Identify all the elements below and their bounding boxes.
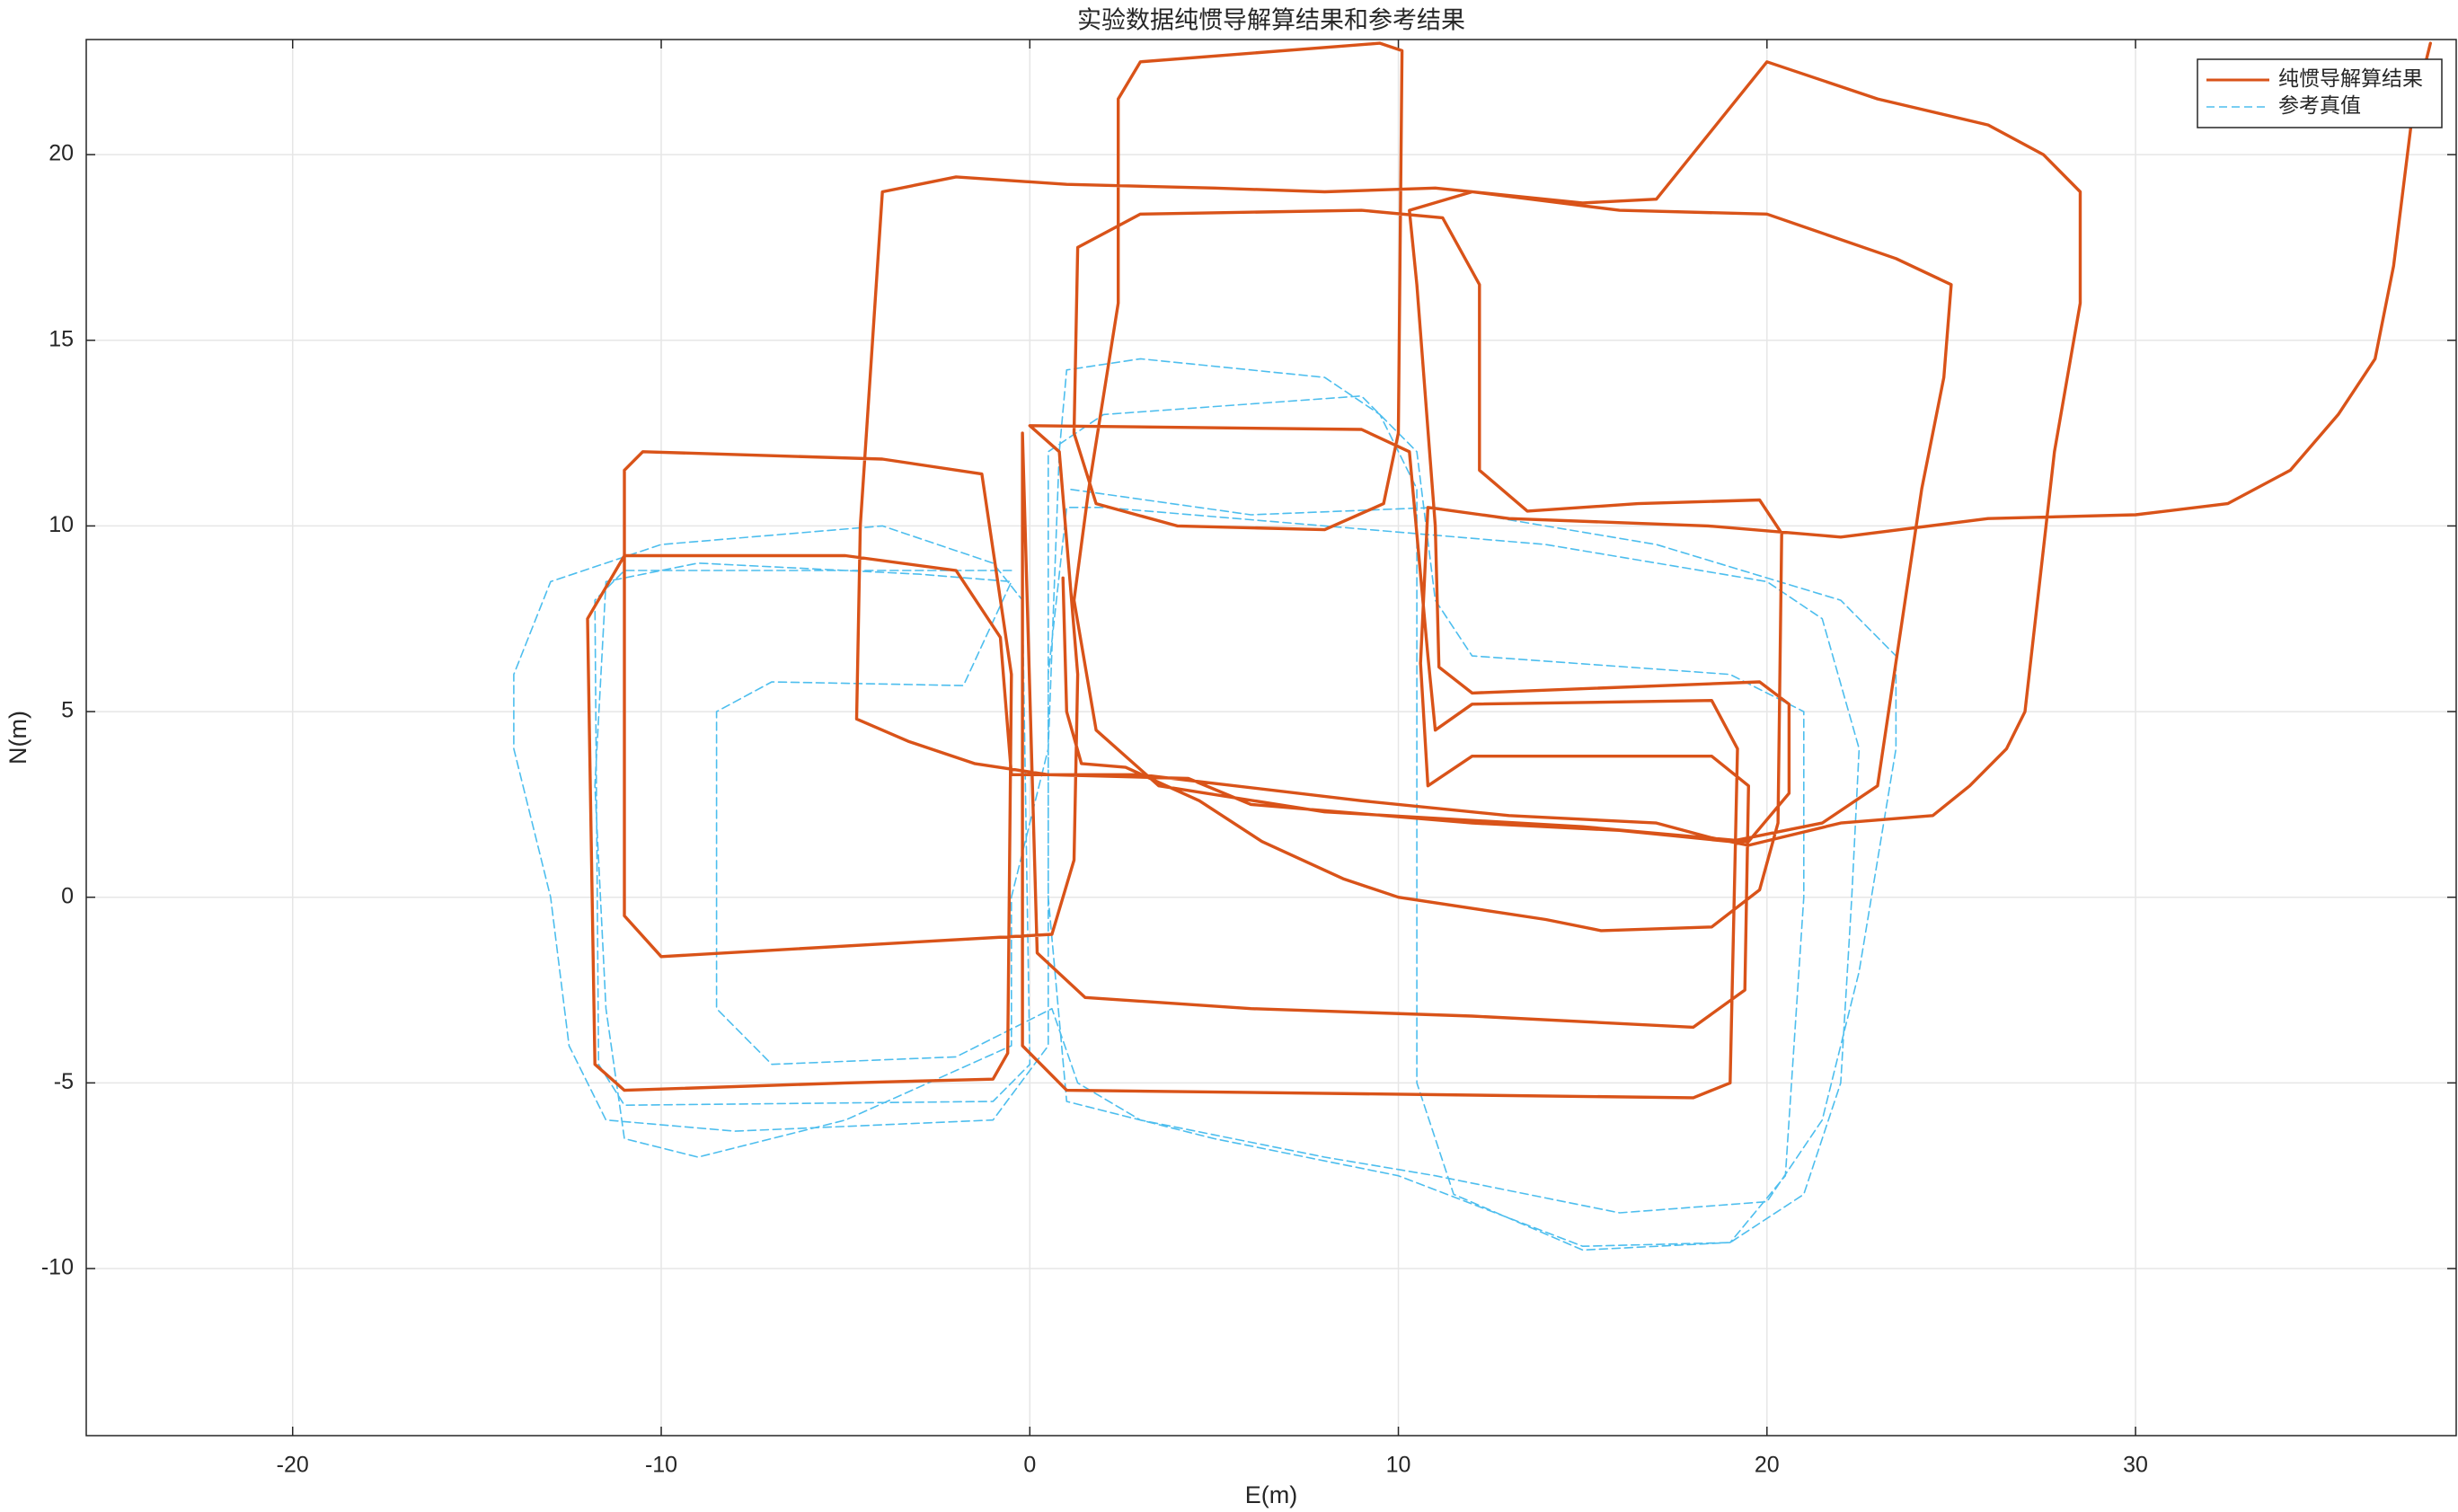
x-axis-label: E(m) xyxy=(1245,1481,1297,1508)
x-tick-label: -20 xyxy=(277,1453,309,1478)
y-axis-label: N(m) xyxy=(4,711,31,765)
y-tick-label: 0 xyxy=(61,883,74,908)
y-tick-label: 5 xyxy=(61,698,74,723)
plot-frame xyxy=(85,39,2457,1437)
x-tick-label: 20 xyxy=(1755,1453,1780,1478)
y-tick-label: 10 xyxy=(49,512,74,537)
series-line xyxy=(513,358,1897,1251)
legend-label: 纯惯导解算结果 xyxy=(2278,67,2423,91)
y-tick-label: -10 xyxy=(41,1255,74,1280)
x-tick-label: 30 xyxy=(2123,1453,2148,1478)
y-tick-label: 20 xyxy=(49,141,74,166)
chart-title: 实验数据纯惯导解算结果和参考结果 xyxy=(1077,7,1465,35)
x-tick-label: 0 xyxy=(1023,1453,1036,1478)
series-line xyxy=(586,41,2432,1100)
y-tick-label: 15 xyxy=(49,326,74,351)
legend-box xyxy=(2197,58,2443,128)
y-tick-label: -5 xyxy=(54,1069,74,1094)
legend-label: 参考真值 xyxy=(2278,94,2361,118)
x-tick-label: -10 xyxy=(645,1453,677,1478)
x-tick-label: 10 xyxy=(1386,1453,1411,1478)
